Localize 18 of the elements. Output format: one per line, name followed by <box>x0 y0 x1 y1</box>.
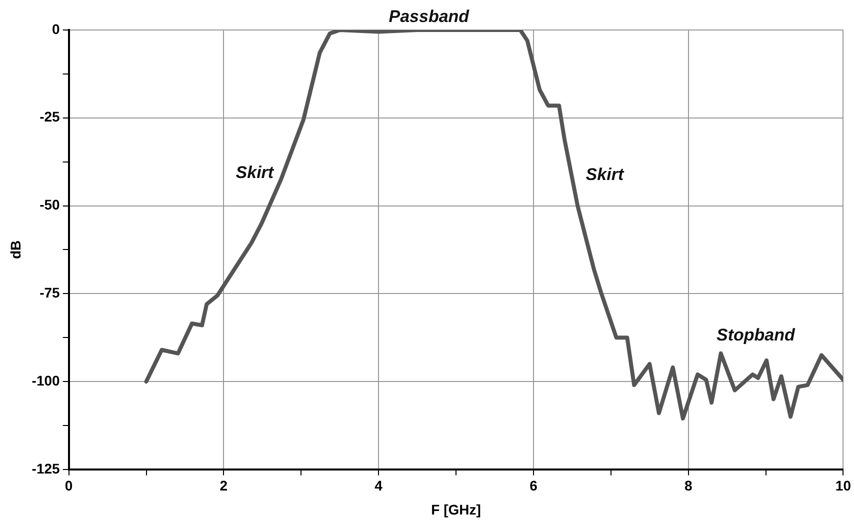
x-tick-label: 0 <box>64 478 73 494</box>
y-tick-label: 0 <box>52 20 60 37</box>
x-tick-label: 8 <box>684 478 692 494</box>
y-tick-label: -50 <box>40 196 60 213</box>
y-tick-label: -125 <box>32 460 60 476</box>
annotation: Skirt <box>236 162 275 182</box>
annotation: Passband <box>388 7 470 26</box>
y-tick-label: -100 <box>32 372 60 388</box>
x-tick-label: 6 <box>530 478 538 494</box>
x-tick-label: 4 <box>374 478 383 494</box>
annotation: Skirt <box>586 164 625 184</box>
x-tick-label: 10 <box>835 478 852 494</box>
y-tick-label: -25 <box>40 108 60 125</box>
y-tick-label: -75 <box>40 284 60 300</box>
x-axis-title: F [GHz] <box>431 501 481 518</box>
annotation: Stopband <box>716 325 796 344</box>
y-axis-title: dB <box>7 240 24 260</box>
x-tick-label: 2 <box>220 478 228 494</box>
